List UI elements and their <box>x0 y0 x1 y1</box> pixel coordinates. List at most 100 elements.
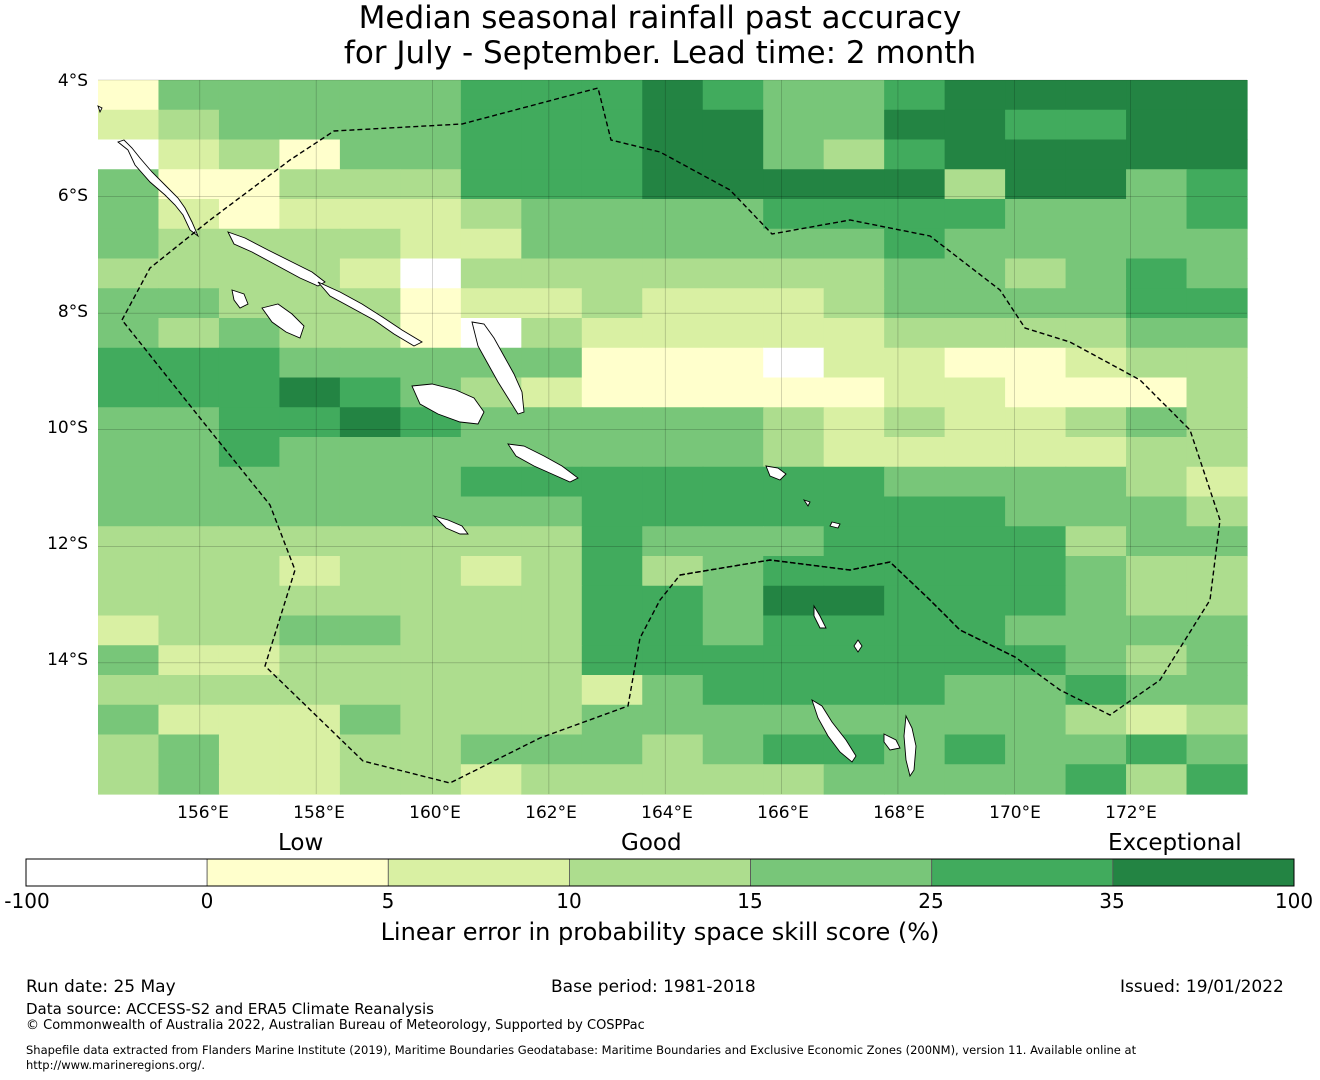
skill-cell <box>1065 437 1127 468</box>
skill-cell <box>279 169 341 200</box>
skill-cell <box>158 585 220 617</box>
skill-cell <box>763 437 825 468</box>
skill-cell <box>823 437 885 468</box>
skill-cell <box>1186 258 1248 289</box>
skill-cell <box>763 318 825 349</box>
lat-label-6s: 6°S <box>57 186 88 206</box>
skill-cell <box>339 377 401 408</box>
skill-cell <box>158 764 220 795</box>
skill-cell <box>702 228 764 260</box>
bougainville-island <box>117 139 200 238</box>
lat-label-14s: 14°S <box>47 650 88 670</box>
skill-cell <box>158 318 220 349</box>
skill-cell <box>400 645 462 676</box>
skill-cell <box>763 169 825 200</box>
skill-cell <box>521 764 583 795</box>
skill-cell <box>98 258 160 289</box>
skill-cell <box>400 675 462 706</box>
makira-island <box>507 443 579 483</box>
skill-cell <box>218 556 281 587</box>
skill-cell <box>400 764 462 795</box>
skill-cell <box>98 496 160 527</box>
skill-cell <box>460 437 522 468</box>
skill-cell <box>158 496 220 527</box>
skill-cell <box>642 645 704 676</box>
skill-cell <box>763 109 825 141</box>
santa-isabel-island <box>317 281 423 347</box>
skill-cell <box>944 80 1006 111</box>
skill-cell <box>702 377 764 408</box>
skill-cell <box>763 645 825 676</box>
skill-cell <box>884 318 946 349</box>
skill-cell <box>158 437 220 468</box>
skill-cell <box>158 466 220 498</box>
malakula-island <box>883 733 901 751</box>
skill-cell <box>400 556 462 587</box>
skill-cell <box>823 466 885 498</box>
colorbar-tick-15: 15 <box>737 889 763 913</box>
skill-cell <box>581 377 643 408</box>
skill-cell <box>400 437 462 468</box>
skill-cell <box>642 704 704 736</box>
skill-cell <box>642 407 704 438</box>
skill-cell <box>581 199 643 230</box>
skill-cell <box>1186 615 1248 646</box>
rennell-island <box>432 515 469 535</box>
utupua-islet <box>829 521 841 529</box>
skill-cell <box>702 258 764 289</box>
skill-cell <box>1126 199 1188 230</box>
skill-cell <box>642 109 704 141</box>
skill-cell <box>642 347 704 379</box>
skill-cell <box>702 734 764 765</box>
skill-cell <box>521 645 583 676</box>
skill-cell <box>1065 526 1127 557</box>
skill-cell <box>702 288 764 319</box>
skill-cell <box>1065 764 1127 795</box>
skill-cell <box>339 437 401 468</box>
skill-cell <box>1065 377 1127 408</box>
skill-cell <box>279 526 341 557</box>
skill-cell <box>279 585 341 617</box>
skill-cell <box>1126 704 1188 736</box>
skill-cell <box>702 675 764 706</box>
skill-cell <box>521 407 583 438</box>
skill-cell <box>763 139 825 170</box>
skill-cell <box>763 704 825 736</box>
skill-cell <box>339 109 401 141</box>
skill-cell <box>823 80 885 111</box>
skill-cell <box>823 556 885 587</box>
skill-cell <box>521 169 583 200</box>
skill-cell <box>521 496 583 527</box>
skill-cell <box>218 675 281 706</box>
skill-cell <box>279 407 341 438</box>
skill-cell <box>521 734 583 765</box>
skill-cell <box>460 258 522 289</box>
skill-cell <box>218 347 281 379</box>
skill-cell <box>581 704 643 736</box>
skill-cell <box>581 437 643 468</box>
skill-cell <box>1186 228 1248 260</box>
skill-cell <box>1126 109 1188 141</box>
skill-cell <box>944 377 1006 408</box>
skill-cell <box>1126 734 1188 765</box>
skill-cell <box>339 228 401 260</box>
skill-cell <box>521 704 583 736</box>
skill-cell <box>884 139 946 170</box>
skill-cell <box>884 675 946 706</box>
skill-cell <box>763 258 825 289</box>
skill-cell <box>521 585 583 617</box>
skill-cell <box>400 258 462 289</box>
skill-cell <box>702 169 764 200</box>
skill-cell <box>702 585 764 617</box>
skill-cell <box>1005 199 1067 230</box>
skill-cell <box>581 258 643 289</box>
skill-cell <box>823 347 885 379</box>
skill-cell <box>400 139 462 170</box>
skill-cell <box>702 645 764 676</box>
skill-cell <box>400 466 462 498</box>
skill-cell <box>642 288 704 319</box>
skill-cell <box>1186 109 1248 141</box>
skill-cell <box>1186 377 1248 408</box>
skill-cell <box>1126 228 1188 260</box>
skill-cell <box>642 228 704 260</box>
